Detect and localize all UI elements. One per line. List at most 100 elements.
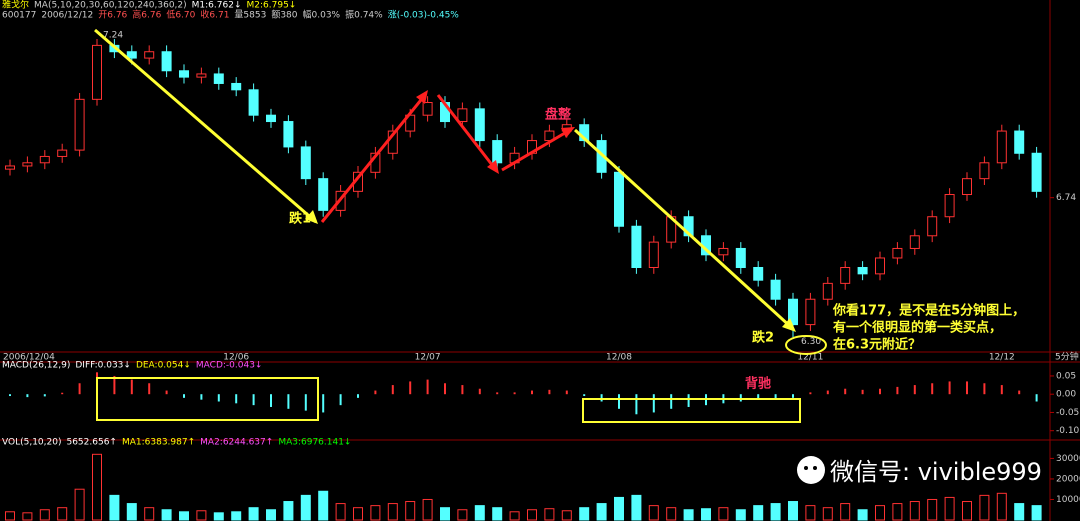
header-text: 量5853 [234,10,266,21]
header-text: 600177 [2,11,36,21]
candle-body [161,51,172,72]
volume-bar [474,505,485,521]
x-tick-label: 12/11 [797,353,823,363]
watermark: 微信号: vivible999 [830,458,1042,486]
candle-body [231,82,242,91]
header-text: MA2:6244.637↑ [200,438,273,448]
volume-bar [840,503,851,521]
volume-bar [92,453,102,521]
volume-bar [996,492,1007,521]
x-tick-label: 12/12 [989,353,1015,363]
volume-bar [1031,505,1042,521]
x-tick-label: 2006/12/04 [3,353,55,363]
volume-bar [422,498,433,521]
volume-bar [909,501,920,521]
volume-bar [335,503,346,521]
candle-body [283,121,294,148]
candle-body [213,73,224,84]
y-tick-label: -0.05 [1056,408,1079,418]
x-tick-label: 12/08 [606,353,632,363]
volume-bar [544,508,555,521]
candle-body [457,108,468,123]
candle-body [126,51,137,59]
volume-bar [770,503,781,521]
volume-bar [527,509,537,521]
volume-bar [944,496,955,521]
x-tick-label: 12/06 [223,353,249,363]
volume-bar [248,507,259,521]
candle-body [57,149,68,157]
candle-body [892,247,903,259]
candle-body [979,162,990,180]
volume-bar [22,512,33,521]
volume-bar [457,509,468,521]
candle-body [179,70,189,78]
candle-body [753,267,764,281]
volume-bar [440,507,450,521]
annotation: 跌2 [752,330,774,346]
volume-bar [875,505,885,521]
volume-bar [161,509,172,521]
candle-body [266,114,276,123]
volume-bar [109,494,120,521]
header-text: 收6.71 [200,9,229,21]
candle-body [840,267,851,284]
volume-bar [822,507,833,521]
y-tick-label: 20000 [1056,474,1080,484]
annotation: 盘整 [545,107,572,123]
header-text: MACD(26,12,9) [2,361,70,371]
header-text: M2:6.795↓ [247,1,297,11]
period-label: 5分钟 [1055,351,1079,363]
candle-body [474,108,485,142]
volume-bar [405,501,416,521]
annotation: 背驰 [745,376,771,392]
candle-body [805,298,816,326]
candle-body [788,298,798,326]
x-tick-label: 12/07 [415,353,441,363]
volume-bar [213,512,224,521]
volume-bar [231,511,242,521]
candle-body [196,73,207,78]
candle-body [770,279,781,300]
volume-bar [718,507,729,521]
volume-bar [509,511,520,521]
header-text: 高6.76 [132,9,161,21]
candle-body [996,130,1007,164]
candle-body [39,155,50,164]
note: 在6.3元附近？ [833,337,921,353]
candle-body [5,165,15,170]
header-text: 振0.74% [345,9,383,21]
candle-body [648,241,659,269]
header-text: VOL(5,10,20) [2,438,61,448]
watermark-icon [797,456,825,484]
header-text: 幅0.03% [303,9,341,21]
header-text: 涨(-0.03)-0.45% [388,10,460,21]
trend-arrows [94,28,827,423]
volume-bar [962,501,972,521]
volume-bar [631,494,642,521]
candle-body [927,216,938,237]
volume-bar [57,507,68,521]
volume-bar [805,505,816,521]
candle-body [248,89,259,116]
volume-bar [579,507,590,521]
header-text: MA1:6383.987↑ [122,438,195,448]
candle-body [875,257,885,275]
volume-bar [300,494,311,521]
volume-bar [353,507,363,521]
volume-bar [735,509,746,521]
volume-bar [74,488,85,521]
volume-bar [648,505,659,521]
volume-bar [126,503,137,521]
volume-bar [701,508,711,521]
note: 你看177，是不是在5分钟图上， [832,303,1025,319]
candle-body [944,194,955,218]
volume-bar [979,494,990,521]
header-text: DEA:0.054↓ [136,361,191,371]
volume-bar [370,505,381,521]
volume-bar [283,501,294,521]
volume-bar [39,509,50,521]
volume-bar [666,507,677,521]
